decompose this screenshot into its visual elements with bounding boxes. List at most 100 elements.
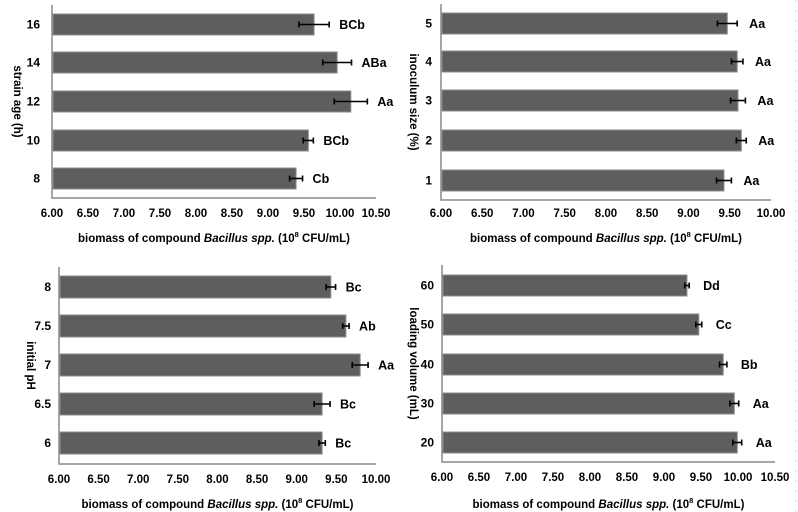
- x-tick-label: 8.50: [246, 474, 268, 486]
- y-tick-label: 5: [425, 17, 432, 31]
- x-tick-label: 6.50: [87, 474, 109, 486]
- significance-label: Bb: [741, 358, 758, 372]
- x-tick-label: 10.00: [724, 472, 753, 484]
- x-tick-label: 9.00: [257, 208, 279, 220]
- bar: [52, 51, 338, 74]
- x-tick-label: 7.00: [512, 208, 534, 220]
- bar: [52, 13, 315, 36]
- x-tick-label: 6.00: [48, 474, 70, 486]
- chart-strain-age: 6.00 6.50 7.00 7.50 8.00 8.50 9.00 9.50 10.00 10.…: [11, 5, 394, 245]
- x-tick-label: 10.00: [362, 474, 391, 486]
- x-tick-label: 7.50: [167, 474, 189, 486]
- significance-label: Aa: [757, 94, 774, 108]
- y-tick-label: 16: [27, 18, 41, 32]
- bar: [52, 129, 309, 152]
- y-axis-label: inoculum size (%): [407, 53, 419, 150]
- significance-label: Aa: [755, 55, 772, 69]
- y-axis-label: strain age (h): [11, 65, 23, 137]
- x-tick-label: 7.00: [505, 472, 527, 484]
- significance-label: Aa: [758, 134, 775, 148]
- bar: [441, 50, 738, 73]
- x-tick-label: 8.50: [221, 208, 243, 220]
- significance-label: Cb: [313, 172, 330, 186]
- y-tick-label: 3: [425, 94, 432, 108]
- x-tick-label: 9.00: [677, 208, 699, 220]
- y-tick-label: 6: [44, 436, 51, 450]
- y-tick-label: 50: [421, 318, 435, 332]
- y-tick-label: 7.5: [34, 319, 51, 333]
- y-tick-label: 8: [33, 172, 40, 186]
- x-tick-label: 10.00: [326, 208, 355, 220]
- x-tick-label: 6.00: [41, 208, 63, 220]
- x-tick-label: 9.50: [325, 474, 347, 486]
- significance-label: Bc: [340, 398, 356, 412]
- y-tick-label: 40: [421, 358, 435, 372]
- axis-lines: [51, 5, 376, 199]
- x-tick-label: 8.00: [595, 208, 617, 220]
- y-tick-label: 20: [421, 436, 435, 450]
- bar: [441, 169, 725, 192]
- significance-label: BCb: [323, 134, 349, 148]
- x-tick-label: 9.50: [719, 208, 741, 220]
- significance-label: Bc: [335, 437, 351, 451]
- axis-lines: [441, 265, 775, 463]
- y-tick-label: 10: [27, 134, 41, 148]
- x-tick-label: 6.50: [77, 208, 99, 220]
- chart-inoculum-size: 6.00 6.50 7.00 7.50 8.00 8.50 9.00 9.50 10.00 bio…: [407, 4, 785, 245]
- significance-label: Bc: [346, 281, 362, 295]
- significance-label: Aa: [756, 436, 773, 450]
- bar: [442, 353, 724, 376]
- x-axis-label: biomass of compound Bacillus spp. (108 C…: [78, 230, 350, 245]
- x-tick-label: 8.50: [636, 208, 658, 220]
- x-tick-label: 7.50: [554, 208, 576, 220]
- bar: [59, 392, 323, 416]
- bar: [59, 314, 347, 338]
- y-tick-label: 1: [425, 174, 432, 188]
- significance-label: Aa: [743, 174, 760, 188]
- y-tick-label: 14: [27, 56, 41, 70]
- axis-lines: [58, 267, 376, 465]
- x-tick-label: 8.00: [185, 208, 207, 220]
- y-tick-label: 12: [27, 95, 41, 109]
- significance-label: Aa: [753, 397, 770, 411]
- x-tick-label: 9.50: [293, 208, 315, 220]
- y-tick-label: 8: [44, 280, 51, 294]
- x-tick-label: 10.50: [362, 208, 391, 220]
- significance-label: Ab: [359, 320, 376, 334]
- bar: [442, 313, 700, 336]
- significance-label: Dd: [703, 279, 720, 293]
- y-tick-label: 60: [421, 279, 435, 293]
- x-tick-label: 9.00: [653, 472, 675, 484]
- x-tick-label: 10.50: [761, 472, 790, 484]
- y-tick-label: 7: [44, 358, 51, 372]
- x-tick-label: 9.50: [690, 472, 712, 484]
- y-axis-label: initial pH: [24, 341, 36, 390]
- x-axis-label: biomass of compound Bacillus spp. (108 C…: [470, 230, 742, 245]
- y-tick-label: 2: [425, 134, 432, 148]
- y-axis-label: loading volume (mL): [407, 307, 419, 420]
- significance-label: BCb: [339, 18, 365, 32]
- x-tick-label: 7.50: [542, 472, 564, 484]
- chart-initial-ph: 6.00 6.50 7.00 7.50 8.00 8.50 9.00 9.50 10.00 bio…: [24, 267, 395, 511]
- x-tick-label: 7.00: [127, 474, 149, 486]
- x-tick-label: 7.50: [149, 208, 171, 220]
- x-tick-label: 6.00: [431, 472, 453, 484]
- significance-label: Aa: [378, 359, 395, 373]
- bar: [442, 431, 738, 454]
- significance-label: ABa: [362, 56, 388, 70]
- significance-label: Aa: [749, 17, 766, 31]
- x-axis-label: biomass of compound Bacillus spp. (108 C…: [82, 496, 354, 511]
- bar: [52, 90, 352, 113]
- y-tick-label: 30: [421, 397, 435, 411]
- bar: [442, 274, 688, 297]
- x-tick-label: 9.00: [286, 474, 308, 486]
- y-tick-label: 6.5: [34, 397, 51, 411]
- x-axis-label: biomass of compound Bacillus spp. (108 C…: [473, 496, 745, 511]
- x-tick-label: 6.50: [468, 472, 490, 484]
- significance-label: Cc: [716, 318, 732, 332]
- y-tick-label: 4: [425, 55, 432, 69]
- bar: [59, 431, 323, 455]
- bar: [441, 129, 742, 152]
- x-tick-label: 10.00: [757, 208, 786, 220]
